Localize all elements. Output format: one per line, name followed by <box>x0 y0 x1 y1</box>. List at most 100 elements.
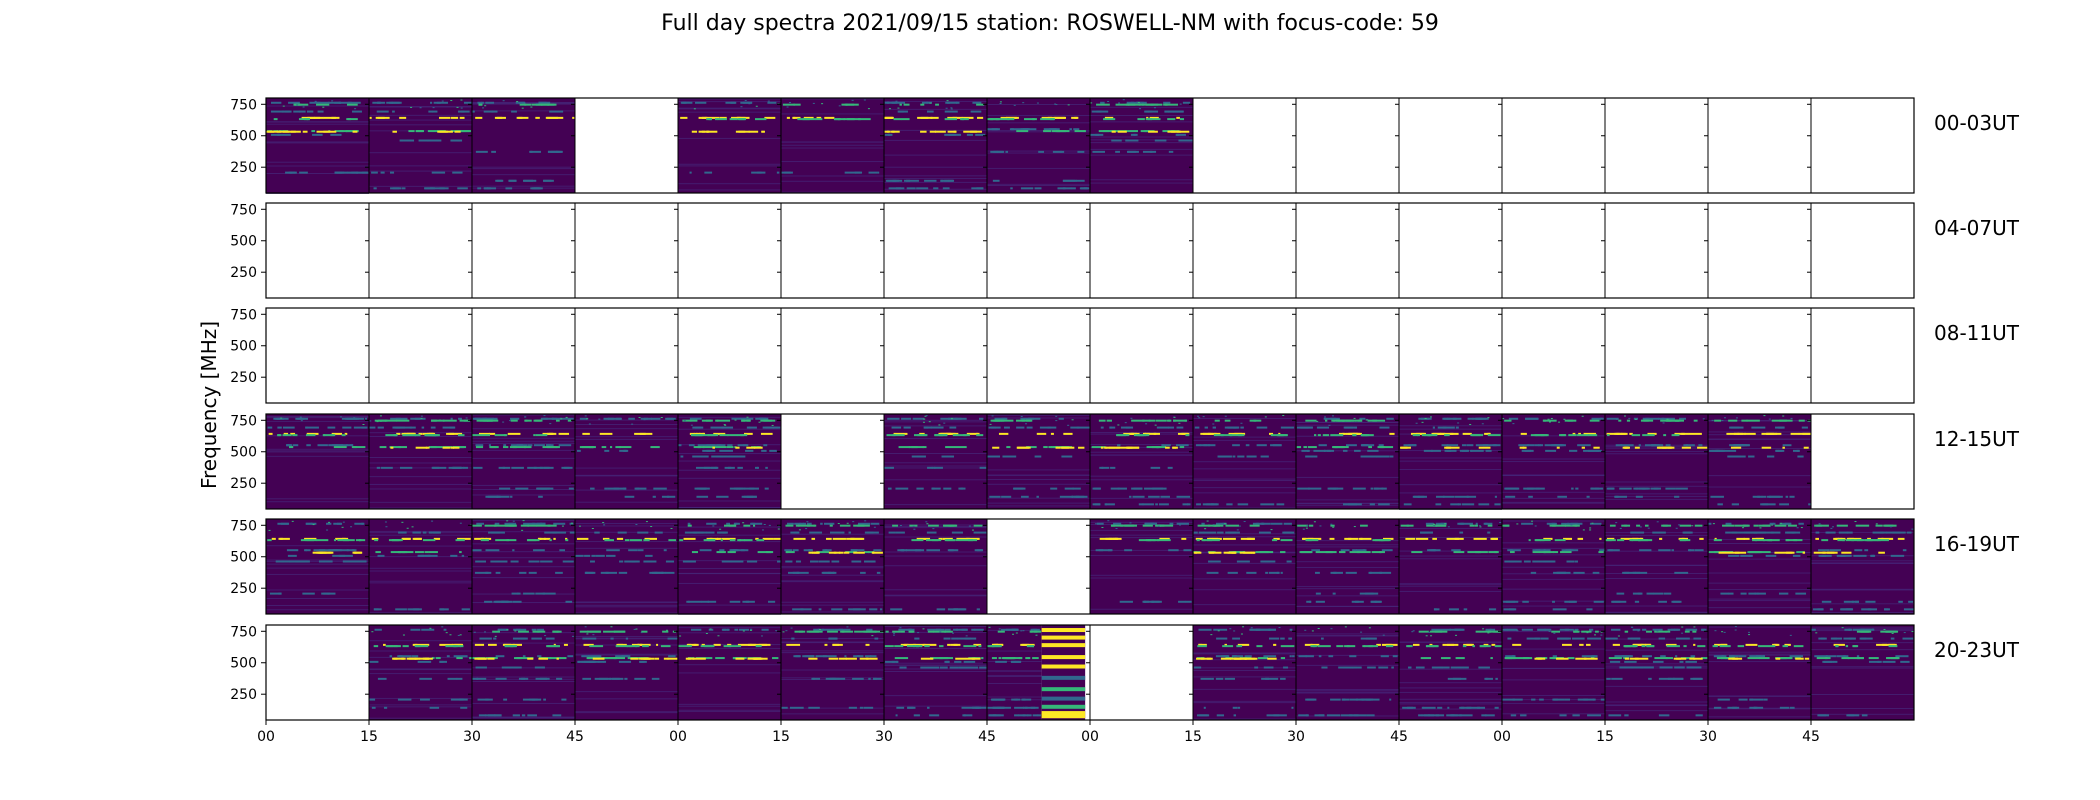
empty-panel <box>365 308 370 403</box>
x-tick-label: 00 <box>1493 729 1511 745</box>
empty-panel <box>1292 98 1297 193</box>
spectrum-panel <box>1807 519 1914 615</box>
empty-panel <box>1189 308 1194 403</box>
spectrum-panel <box>1086 519 1193 614</box>
y-tick-label: 500 <box>230 445 257 461</box>
empty-panel <box>1498 203 1503 298</box>
empty-panel <box>777 308 782 403</box>
spectrum-panel <box>1498 625 1605 720</box>
empty-panel <box>674 308 679 403</box>
spectrum-panel <box>1601 625 1708 720</box>
row-label: 08-11UT <box>1934 321 2020 345</box>
empty-panel <box>880 203 885 298</box>
empty-panel <box>1292 203 1297 298</box>
x-tick-label: 15 <box>360 729 378 745</box>
spectrum-panel <box>674 625 781 720</box>
empty-panel <box>1807 98 1812 193</box>
spectrum-panel <box>777 519 884 615</box>
spectrum-panel <box>1395 625 1502 720</box>
row-frame <box>265 307 1915 404</box>
empty-panel <box>1086 308 1091 403</box>
empty-panel <box>1601 203 1606 298</box>
x-tick-label: 00 <box>669 729 687 745</box>
spectrum-panel <box>571 519 678 614</box>
spectrum-panel <box>674 98 781 193</box>
y-tick-label: 250 <box>230 476 257 492</box>
spectrum-panel <box>1704 519 1811 614</box>
empty-panel <box>571 98 576 193</box>
spectrum-panel <box>365 625 472 720</box>
spectrum-panel <box>880 98 987 193</box>
y-tick-label: 500 <box>230 550 257 566</box>
empty-panel <box>983 203 988 298</box>
empty-panel <box>1395 308 1400 403</box>
y-tick-label: 250 <box>230 687 257 703</box>
y-tick-label: 750 <box>230 307 257 323</box>
spectrum-panel <box>880 625 987 720</box>
y-tick-label: 250 <box>230 160 257 176</box>
spectrum-panel <box>880 414 987 509</box>
spectrum-panel <box>1189 519 1296 615</box>
spectra-row: 750 500 250 16-19UT <box>230 518 2020 615</box>
empty-panel <box>571 308 576 403</box>
empty-panel <box>1086 203 1091 298</box>
spectrum-panel <box>571 414 678 509</box>
empty-panel <box>1807 414 1812 509</box>
empty-panel <box>468 308 473 403</box>
spectrum-panel <box>365 519 472 614</box>
spectrum-panel <box>266 414 369 509</box>
empty-panel <box>1189 203 1194 298</box>
y-tick-label: 500 <box>230 339 257 355</box>
row-frame <box>265 97 1915 194</box>
empty-panel <box>674 203 679 298</box>
empty-panel <box>1601 98 1606 193</box>
spectrum-panel <box>468 519 575 614</box>
x-tick-label: 15 <box>1596 729 1614 745</box>
spectrum-panel <box>266 98 369 194</box>
spectrum-panel <box>1395 414 1502 510</box>
x-tick-label: 45 <box>1802 729 1820 745</box>
empty-panel <box>1292 308 1297 403</box>
x-axis: 00 15 30 45 00 15 30 45 00 15 30 45 00 15 30 45 <box>257 720 1820 745</box>
empty-panel <box>1086 625 1091 720</box>
spectra-row: 750 500 250 20-23UT <box>230 624 2020 721</box>
spectrum-panel <box>777 625 884 720</box>
chart-title: Full day spectra 2021/09/15 station: ROS… <box>661 11 1439 36</box>
spectrum-panel <box>365 98 472 193</box>
spectrum-panel <box>266 519 369 614</box>
spectrum-panel <box>1704 414 1811 510</box>
spectrum-panel <box>1086 98 1193 193</box>
row-label: 16-19UT <box>1934 532 2020 556</box>
spectrum-panel <box>1807 625 1914 720</box>
empty-panel <box>880 308 885 403</box>
spectrum-panel <box>1498 519 1605 614</box>
spectrum-panel <box>1292 414 1399 509</box>
empty-panel <box>468 203 473 298</box>
row-frame <box>265 518 1915 615</box>
spectrum-panel <box>1086 414 1193 509</box>
row-frame <box>265 413 1915 510</box>
spectrum-panel <box>1498 414 1605 509</box>
y-tick-label: 250 <box>230 370 257 386</box>
spectrum-panel <box>983 625 1090 720</box>
empty-panel <box>1395 98 1400 193</box>
x-tick-label: 30 <box>875 729 893 745</box>
y-tick-label: 500 <box>230 129 257 145</box>
x-tick-label: 45 <box>566 729 584 745</box>
spectrum-panel <box>1189 625 1296 720</box>
empty-panel <box>571 203 576 298</box>
spectrum-panel <box>468 414 575 509</box>
x-tick-label: 00 <box>257 729 275 745</box>
x-tick-label: 30 <box>1287 729 1305 745</box>
spectrum-panel <box>468 625 575 720</box>
y-tick-label: 250 <box>230 265 257 281</box>
spectrum-panel <box>1292 625 1399 720</box>
empty-panel <box>1601 308 1606 403</box>
row-label: 20-23UT <box>1934 638 2020 662</box>
spectra-row: 750 500 250 04-07UT <box>230 202 2020 299</box>
x-tick-label: 15 <box>772 729 790 745</box>
empty-panel <box>777 414 782 509</box>
empty-panel <box>1704 308 1709 403</box>
spectrum-panel <box>571 625 678 720</box>
y-tick-label: 500 <box>230 234 257 250</box>
